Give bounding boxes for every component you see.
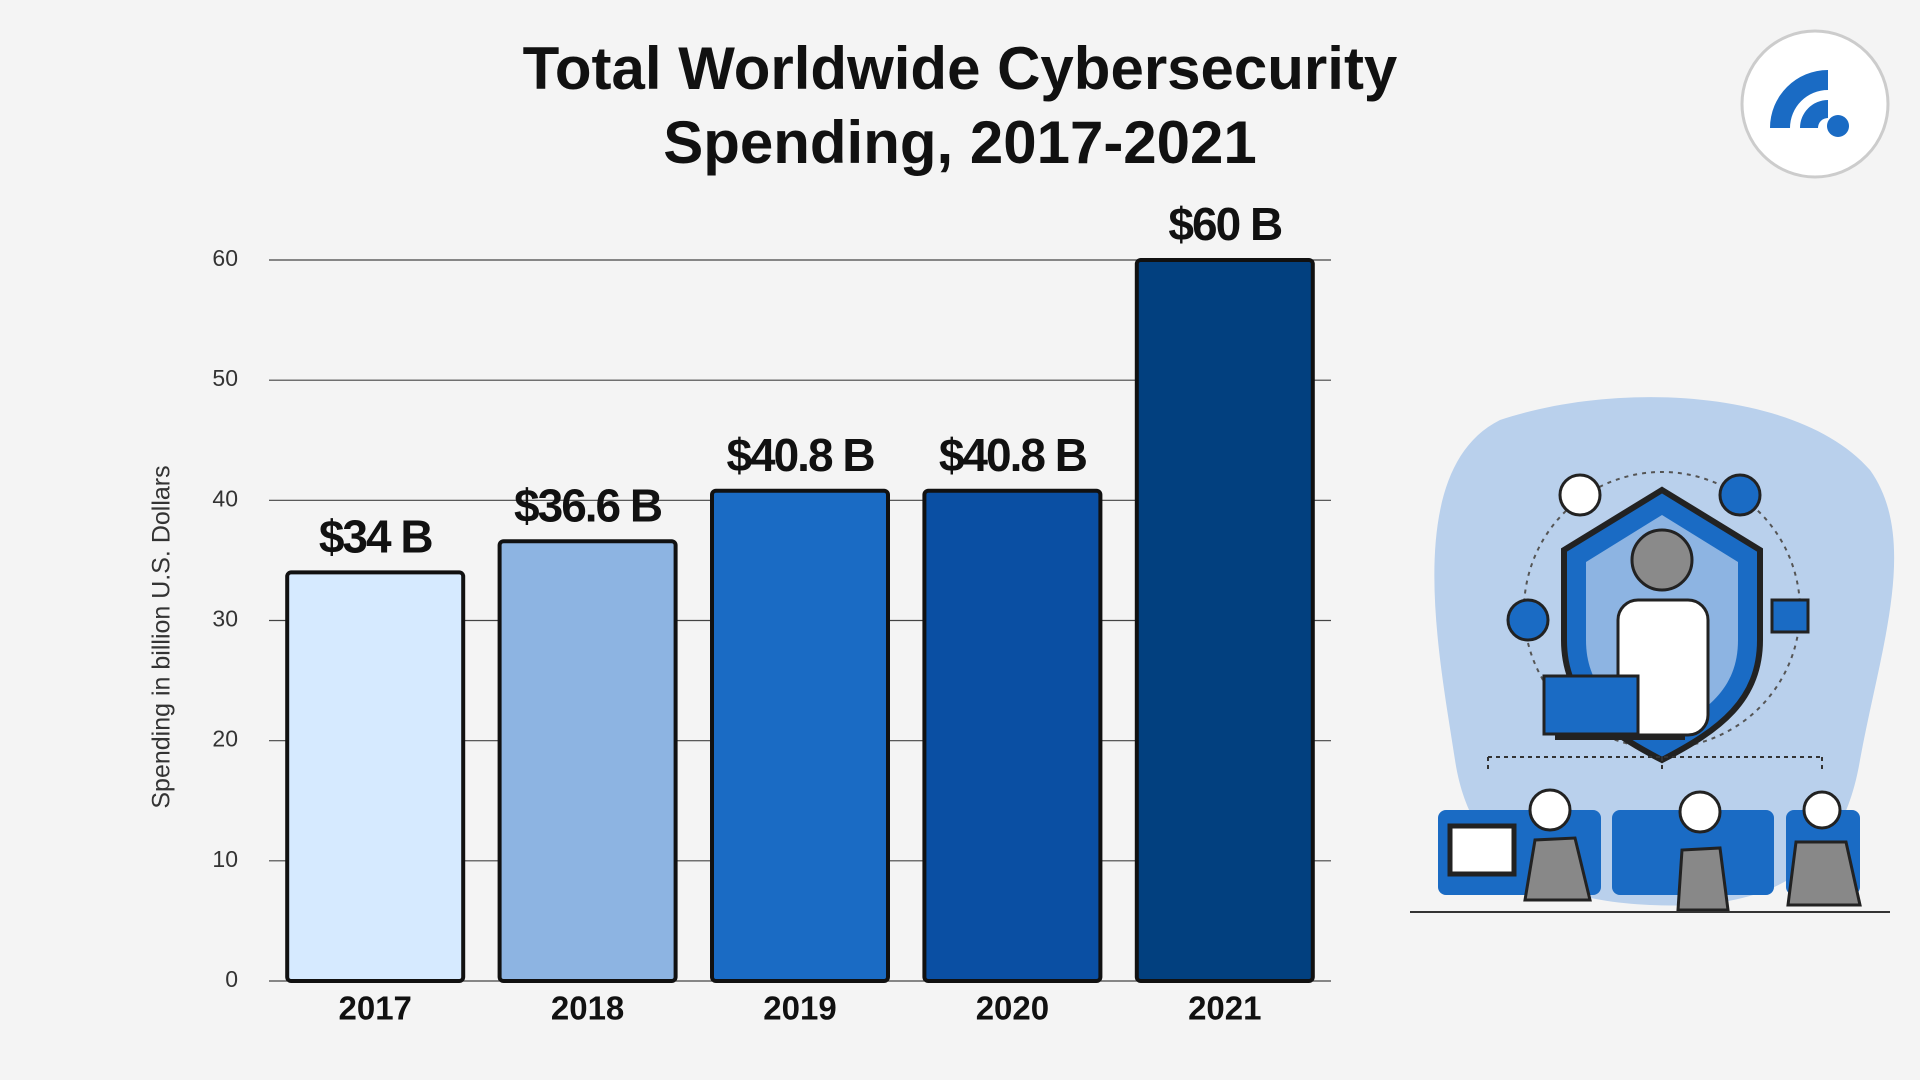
y-axis-label: Spending in billion U.S. Dollars bbox=[148, 465, 176, 808]
bar bbox=[922, 488, 1103, 983]
value-label: $40.8 B bbox=[726, 429, 874, 481]
value-label: $40.8 B bbox=[939, 429, 1087, 481]
y-tick-label: 60 bbox=[212, 245, 238, 271]
y-tick-label: 50 bbox=[212, 365, 238, 391]
value-label: $60 B bbox=[1168, 198, 1282, 250]
chart-title: Total Worldwide Cybersecurity Spending, … bbox=[522, 35, 1398, 176]
logo bbox=[1740, 29, 1890, 179]
x-tick-label: 2018 bbox=[551, 990, 624, 1027]
bar bbox=[710, 488, 890, 983]
bar bbox=[1134, 258, 1315, 983]
value-label: $36.6 B bbox=[514, 479, 662, 531]
y-tick-label: 0 bbox=[225, 966, 238, 992]
value-label: $34 B bbox=[319, 511, 433, 563]
y-tick-label: 20 bbox=[212, 726, 238, 752]
bar bbox=[497, 539, 678, 983]
y-tick-label: 30 bbox=[212, 606, 238, 632]
bar bbox=[285, 570, 466, 984]
y-tick-label: 10 bbox=[212, 846, 238, 872]
x-tick-label: 2020 bbox=[976, 990, 1049, 1027]
illustration bbox=[1410, 397, 1895, 913]
x-tick-label: 2019 bbox=[763, 990, 836, 1027]
x-tick-label: 2017 bbox=[338, 990, 411, 1027]
y-tick-label: 40 bbox=[212, 485, 238, 511]
x-tick-label: 2021 bbox=[1188, 990, 1261, 1027]
